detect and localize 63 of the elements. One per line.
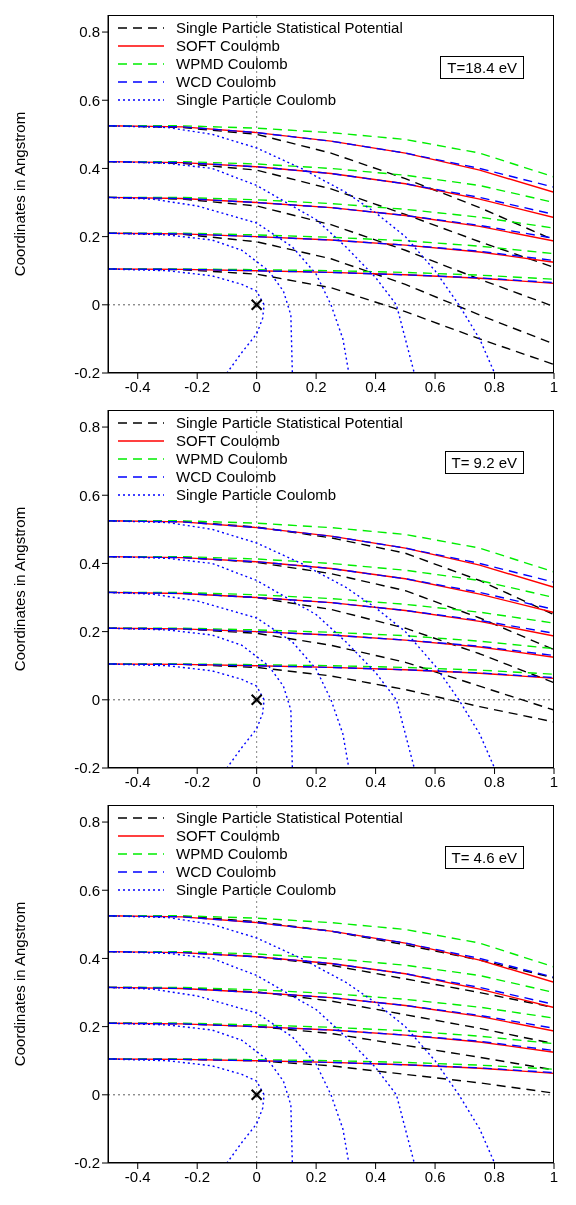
y-tick-label: 0 [91, 296, 100, 314]
legend-label: Single Particle Statistical Potential [176, 19, 403, 37]
x-tick-label: 0 [252, 377, 261, 395]
x-tick-label: 0.4 [365, 1167, 387, 1185]
x-tick-label: 1 [549, 377, 559, 395]
x-tick-label: 0.8 [484, 377, 505, 395]
legend-label: WPMD Coulomb [176, 845, 288, 863]
y-tick-label: 0.2 [79, 622, 100, 640]
x-tick-label: 0.8 [484, 1167, 505, 1185]
y-tick-label: 0.6 [79, 881, 100, 899]
legend-label: Single Particle Coulomb [176, 486, 337, 504]
x-tick-label: 0.2 [305, 1167, 327, 1185]
y-tick-label: 0 [91, 691, 100, 709]
y-axis-title: Coordinates in Angstrom [11, 901, 29, 1067]
x-tick-label: 0.4 [365, 772, 387, 790]
legend-label: Single Particle Statistical Potential [176, 414, 403, 432]
y-tick-label: 0.8 [79, 418, 100, 436]
x-tick-label: 1 [549, 772, 559, 790]
x-tick-label: 0 [252, 772, 261, 790]
legend-label: WPMD Coulomb [176, 55, 288, 73]
y-tick-label: 0.8 [79, 813, 100, 831]
legend-label: Single Particle Statistical Potential [176, 809, 403, 827]
y-tick-label: 0.2 [79, 1017, 100, 1035]
y-tick-label: -0.2 [74, 364, 100, 382]
y-tick-label: 0.4 [79, 949, 100, 967]
y-axis-title: Coordinates in Angstrom [11, 111, 29, 277]
y-tick-label: -0.2 [74, 759, 100, 777]
y-tick-label: 0.6 [79, 91, 100, 109]
y-tick-label: 0.4 [79, 159, 100, 177]
x-tick-label: 0.6 [424, 377, 446, 395]
y-tick-label: 0.8 [79, 23, 100, 41]
y-tick-label: 0.6 [79, 486, 100, 504]
x-tick-label: -0.4 [124, 377, 151, 395]
legend-label: SOFT Coulomb [176, 827, 280, 845]
y-tick-label: -0.2 [74, 1154, 100, 1172]
annotation: T=18.4 eV [440, 56, 524, 79]
x-tick-label: 0 [252, 1167, 261, 1185]
x-tick-label: 0.4 [365, 377, 387, 395]
legend-label: Single Particle Coulomb [176, 91, 337, 109]
legend-label: SOFT Coulomb [176, 432, 280, 450]
x-tick-label: -0.4 [124, 1167, 151, 1185]
y-tick-label: 0.4 [79, 554, 100, 572]
x-tick-label: -0.2 [184, 772, 211, 790]
y-tick-label: 0.2 [79, 227, 100, 245]
x-tick-label: 0.6 [424, 772, 446, 790]
legend-label: SOFT Coulomb [176, 37, 280, 55]
y-tick-label: 0 [91, 1086, 100, 1104]
x-tick-label: -0.2 [184, 1167, 211, 1185]
x-tick-label: 0.2 [305, 377, 327, 395]
x-tick-label: 0.6 [424, 1167, 446, 1185]
x-tick-label: -0.4 [124, 772, 151, 790]
legend-label: WCD Coulomb [176, 73, 277, 91]
annotation: T= 9.2 eV [444, 451, 524, 474]
x-tick-label: -0.2 [184, 377, 211, 395]
x-tick-label: 0.2 [305, 772, 327, 790]
legend-label: WCD Coulomb [176, 468, 277, 486]
annotation: T= 4.6 eV [444, 846, 524, 869]
legend-label: WCD Coulomb [176, 863, 277, 881]
x-tick-label: 0.8 [484, 772, 505, 790]
legend-label: Single Particle Coulomb [176, 881, 337, 899]
x-tick-label: 1 [549, 1167, 559, 1185]
legend-label: WPMD Coulomb [176, 450, 288, 468]
y-axis-title: Coordinates in Angstrom [11, 506, 29, 672]
